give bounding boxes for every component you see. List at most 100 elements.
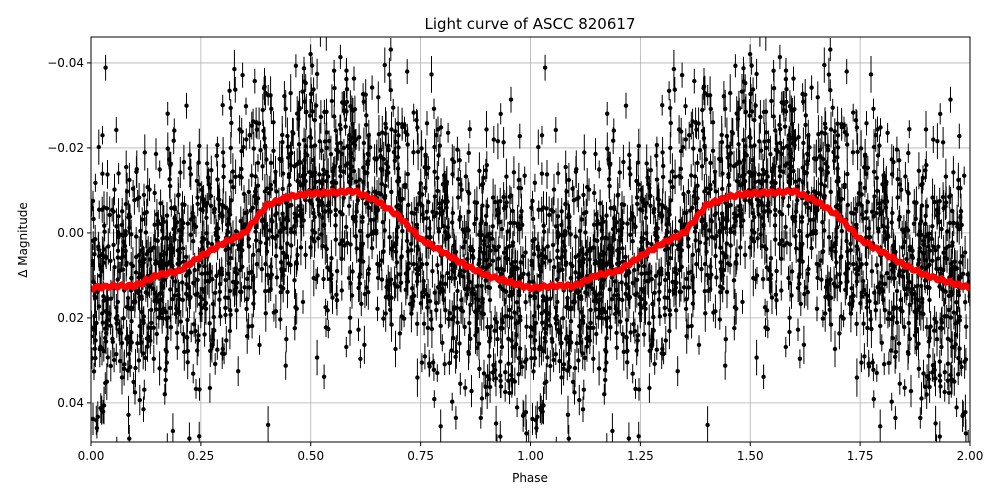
data-point [853, 206, 858, 212]
data-point [333, 207, 338, 212]
data-point [132, 198, 137, 203]
data-point [486, 244, 492, 249]
data-point [940, 194, 946, 200]
data-point [298, 211, 303, 216]
data-point [424, 216, 429, 221]
data-point [568, 319, 574, 324]
data-point [103, 335, 108, 341]
data-point [432, 169, 437, 174]
data-point [551, 357, 556, 363]
data-point [851, 261, 856, 267]
data-point [312, 239, 317, 244]
data-point [509, 315, 514, 320]
data-point [382, 195, 387, 201]
data-point [210, 301, 216, 307]
data-point [341, 145, 347, 151]
data-point [764, 145, 769, 151]
data-point [444, 179, 450, 185]
data-point [135, 196, 140, 201]
data-point [832, 241, 838, 246]
data-point [119, 340, 125, 346]
data-point [259, 219, 265, 224]
data-point [883, 205, 889, 210]
data-point [725, 261, 731, 266]
data-point [322, 109, 327, 115]
data-point [554, 449, 558, 453]
data-point [937, 378, 943, 383]
data-point [450, 210, 455, 216]
data-point [147, 257, 153, 262]
data-point [582, 150, 587, 155]
data-point [255, 160, 261, 166]
data-point [652, 290, 657, 295]
data-point [524, 431, 529, 436]
data-point [686, 236, 691, 241]
data-point [333, 237, 338, 242]
data-point [864, 305, 869, 310]
data-point [397, 196, 403, 201]
data-point [411, 110, 416, 115]
binned-curve-point [615, 268, 622, 275]
data-point [667, 308, 672, 313]
data-point [735, 116, 741, 122]
data-point [806, 205, 811, 210]
data-point [578, 263, 584, 269]
data-point [415, 279, 420, 284]
data-point [926, 353, 931, 359]
data-point [383, 183, 388, 189]
data-point [861, 321, 866, 326]
data-point [881, 224, 886, 229]
data-point [168, 243, 173, 248]
data-point [174, 287, 180, 293]
data-point [648, 168, 653, 173]
data-point [106, 244, 111, 249]
data-point [923, 234, 928, 239]
data-point [278, 290, 283, 295]
data-point [623, 282, 629, 287]
data-point [773, 237, 778, 242]
data-point [645, 240, 650, 246]
data-point [246, 189, 252, 195]
data-point [355, 198, 360, 203]
data-point [521, 271, 526, 276]
data-point [937, 434, 942, 439]
data-point [726, 182, 732, 188]
data-point [568, 276, 574, 281]
data-point [607, 243, 613, 248]
data-point [146, 325, 151, 330]
data-point [885, 316, 891, 322]
data-point [209, 343, 214, 348]
data-point [648, 193, 653, 199]
data-point [530, 216, 536, 222]
data-point [153, 151, 159, 157]
data-point [212, 328, 217, 333]
data-point [713, 189, 719, 194]
data-point [360, 91, 366, 97]
data-point [741, 66, 746, 71]
data-point [948, 315, 954, 320]
data-point [173, 311, 178, 317]
data-point [844, 238, 849, 244]
data-point [884, 199, 890, 204]
data-point [280, 186, 285, 192]
data-point [917, 229, 923, 234]
data-point [110, 339, 116, 344]
data-point [634, 178, 639, 184]
data-point [324, 31, 328, 35]
data-point [708, 160, 713, 166]
data-point [504, 289, 509, 294]
data-point [198, 207, 203, 212]
data-point [688, 208, 693, 213]
binned-curve-point [285, 193, 292, 200]
data-point [397, 331, 403, 336]
data-point [225, 271, 231, 276]
data-point [710, 120, 716, 125]
data-point [951, 220, 956, 226]
data-point [116, 232, 122, 237]
data-point [347, 174, 352, 179]
binned-curve-point [241, 229, 248, 236]
data-point [657, 289, 662, 294]
data-point [724, 133, 730, 139]
data-point [945, 336, 951, 341]
data-point [199, 239, 204, 245]
